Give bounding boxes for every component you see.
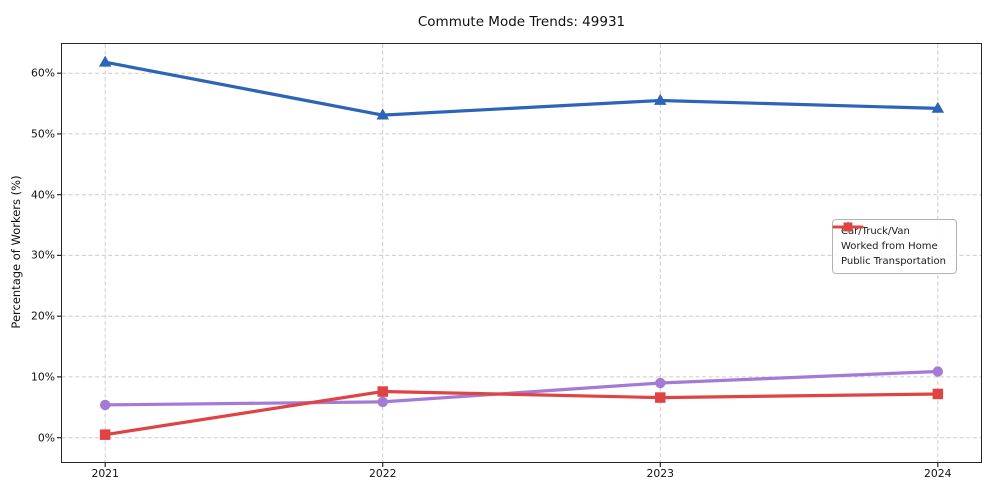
plot-canvas — [57, 44, 981, 467]
chart-title: Commute Mode Trends: 49931 — [417, 14, 626, 30]
legend-item: Worked from Home — [832, 222, 946, 252]
square-marker — [843, 222, 853, 232]
series-line-worked-from-home — [103, 369, 940, 407]
circle-marker — [377, 396, 388, 408]
x-tick-label: 2024 — [924, 467, 952, 480]
legend: Car/Truck/Van Worked from Home Public Tran… — [832, 219, 957, 274]
triangle-marker — [654, 93, 667, 105]
square-marker — [377, 386, 388, 397]
series-line-public-transportation — [103, 389, 940, 437]
y-tick-label: 60% — [31, 66, 55, 80]
x-tick-label: 2022 — [368, 467, 397, 480]
square-marker — [655, 392, 666, 403]
y-tick-label: 10% — [31, 370, 55, 384]
legend-label: Public Transportation — [841, 256, 946, 267]
legend-item: Public Transportation — [832, 222, 946, 267]
y-tick-label: 20% — [31, 309, 55, 323]
circle-marker — [932, 366, 943, 377]
circle-marker — [100, 399, 111, 411]
series-line-car-truck-van — [103, 60, 940, 117]
x-tick-label: 2023 — [646, 467, 675, 480]
y-tick-label: 50% — [31, 127, 55, 141]
legend-label: Worked from Home — [841, 241, 938, 252]
triangle-marker — [931, 101, 945, 113]
square-marker — [99, 429, 111, 440]
y-tick-label: 40% — [31, 188, 55, 202]
square-legend-swatch-icon — [832, 222, 864, 232]
x-tick-label: 2021 — [91, 467, 119, 480]
square-marker — [932, 388, 944, 400]
triangle-marker — [98, 55, 112, 67]
triangle-marker — [376, 108, 389, 120]
legend-label: Car/Truck/Van — [841, 226, 910, 237]
y-tick-label: 0% — [37, 431, 55, 445]
circle-marker — [655, 377, 666, 389]
y-tick-label: 30% — [31, 248, 55, 262]
plot-area: Car/Truck/Van Worked from Home Public Tran… — [57, 43, 982, 467]
